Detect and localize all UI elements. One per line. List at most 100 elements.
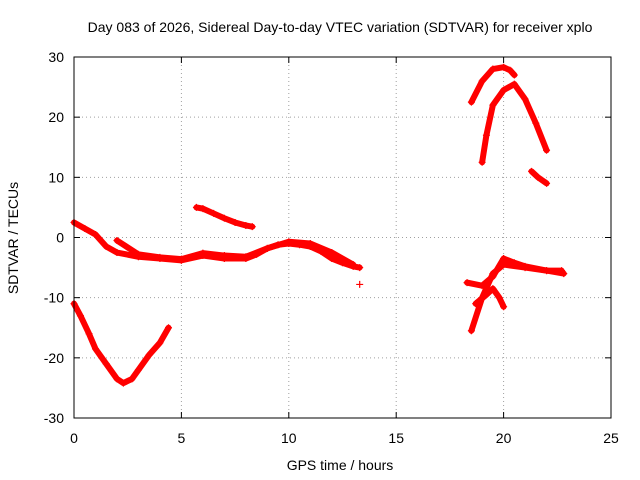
series-track-peak-a [467,63,518,106]
data-point [242,221,250,229]
data-point [328,249,336,257]
data-point [128,375,136,383]
data-point [119,379,127,387]
grid-lines [74,57,611,418]
data-point [113,249,121,257]
series-track-right-c [472,285,508,311]
data-point [248,223,256,231]
y-tick-label: -10 [44,290,64,306]
data-point [510,80,518,88]
data-point [543,179,551,187]
data-point [506,66,514,74]
x-axis-label: GPS time / hours [287,457,394,473]
y-axis-label: SDTVAR / TECUs [5,182,21,294]
x-tick-label: 20 [496,430,512,446]
data-point [467,327,475,335]
data-point [489,273,497,281]
data-point [478,282,486,290]
data-point [231,218,239,226]
data-point [192,203,200,211]
data-point [113,375,121,383]
data-point [113,237,121,245]
data-point [156,339,164,347]
series-isolated-points [356,280,364,288]
data-point [242,253,250,261]
data-point [489,285,497,293]
y-tick-label: 20 [48,109,64,125]
x-tick-label: 0 [70,430,78,446]
data-point [91,230,99,238]
data-point [489,65,497,73]
y-tick-label: 0 [56,230,64,246]
series-line [464,255,567,289]
series-track-dip [70,300,173,387]
data-point [478,158,486,166]
series-line [113,237,357,268]
data-point [543,267,551,275]
data-point [165,324,173,332]
data-point [500,255,508,263]
data-point [528,167,536,175]
data-point [521,262,529,270]
data-point [210,209,218,217]
data-point [134,366,142,374]
data-series [70,63,568,387]
data-point [500,86,508,94]
data-point [263,244,271,252]
data-point [510,259,518,267]
data-point [356,280,364,288]
data-point [482,291,490,299]
data-point [510,71,518,79]
y-tick-label: 10 [48,169,64,185]
data-point [306,240,314,248]
data-point [472,300,480,308]
series-line [479,81,550,166]
x-tick-label: 15 [388,430,404,446]
series-track-secondary [113,237,357,269]
series-line [468,64,518,106]
data-point [495,294,503,302]
y-tick-label: -20 [44,350,64,366]
series-track-peak-b [478,80,551,166]
data-point [543,146,551,154]
data-point [81,224,89,232]
data-point [177,255,185,263]
data-point [521,95,529,103]
x-tick-label: 25 [603,430,619,446]
data-point [328,255,336,263]
data-point [500,303,508,311]
chart-title: Day 083 of 2026, Sidereal Day-to-day VTE… [88,19,593,35]
data-point [467,98,475,106]
data-point [102,360,110,368]
series-track-short [528,167,551,187]
series-track-right-b [463,255,568,290]
plot-frame [73,56,612,419]
data-point [356,264,364,272]
tick-labels: 0 5 10 15 20 25 -30 -20 -10 0 10 20 30 [44,49,619,446]
data-point [560,270,568,278]
data-point [534,173,542,181]
data-point [102,243,110,251]
data-point [76,312,84,320]
data-point [532,119,540,127]
data-point [220,252,228,260]
data-point [199,205,207,213]
data-point [500,63,508,71]
x-tick-label: 5 [178,430,186,446]
series-line [71,300,172,387]
y-tick-label: -30 [44,410,64,426]
data-point [91,345,99,353]
data-point [220,214,228,222]
data-point [478,77,486,85]
data-point [482,131,490,139]
x-tick-label: 10 [281,430,297,446]
data-point [145,351,153,359]
data-point [134,250,142,258]
data-point [489,101,497,109]
y-tick-label: 30 [48,49,64,65]
series-track-small [192,203,256,231]
data-point [85,330,93,338]
data-point [156,253,164,261]
data-point [349,261,357,269]
